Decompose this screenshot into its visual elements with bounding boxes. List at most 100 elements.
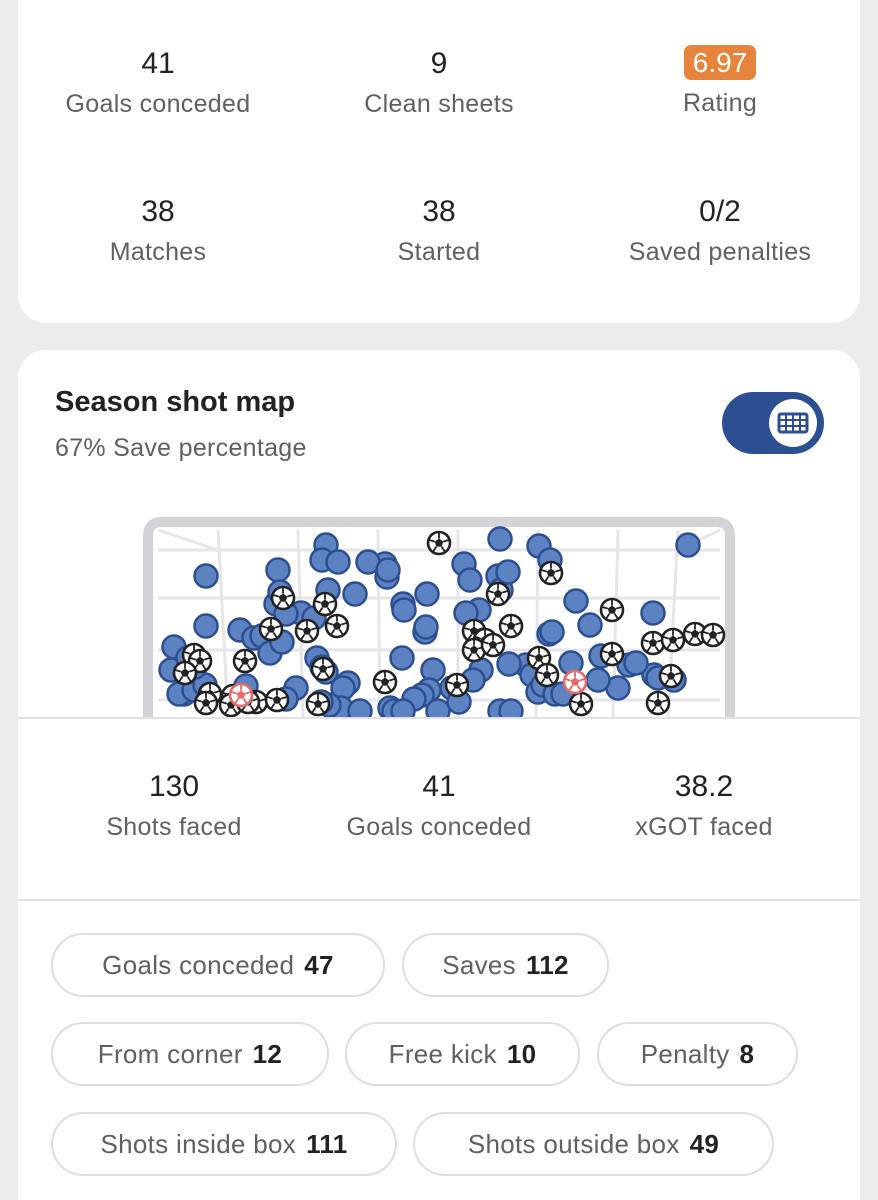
filter-count: 111 [306, 1129, 348, 1159]
save-marker [193, 613, 219, 639]
goal-conceded-marker [305, 691, 331, 717]
summary-xgot-faced: 38.2 xGOT faced [564, 772, 844, 842]
stat-started: 38 Started [299, 197, 579, 267]
save-marker [347, 698, 373, 718]
summary-label: Goals conceded [346, 813, 532, 841]
stat-matches: 38 Matches [18, 197, 298, 267]
filter-label: Goals conceded [102, 950, 295, 980]
goal-conceded-marker [658, 663, 684, 689]
summary-goals-conceded: 41 Goals conceded [299, 772, 579, 842]
save-marker [495, 559, 521, 585]
stat-value: 41 [141, 47, 175, 80]
goal-conceded-marker [270, 585, 296, 611]
save-marker [675, 532, 701, 558]
save-marker [375, 557, 401, 583]
section-title: Season shot map [55, 386, 296, 418]
save-marker [193, 563, 219, 589]
goal-conceded-marker [534, 662, 560, 688]
divider [18, 899, 860, 901]
stat-value: 38 [141, 195, 175, 228]
goal-conceded-marker [372, 669, 398, 695]
filter-saves[interactable]: Saves 112 [402, 933, 609, 997]
goal-conceded-marker [599, 597, 625, 623]
stat-clean-sheets: 9 Clean sheets [299, 49, 579, 119]
goal-shot-map [143, 517, 735, 718]
save-marker [640, 600, 666, 626]
season-stats-card: 41 Goals conceded 9 Clean sheets 6.97 Ra… [18, 0, 860, 323]
filter-count: 47 [304, 950, 334, 980]
stat-label: Rating [682, 89, 758, 117]
divider [18, 717, 860, 719]
summary-shots-faced: 130 Shots faced [34, 772, 314, 842]
save-percentage: 67% Save percentage [55, 434, 307, 462]
goal-conceded-marker [444, 672, 470, 698]
filter-count: 12 [252, 1039, 283, 1069]
stat-label: Started [397, 238, 481, 266]
filter-label: Penalty [640, 1039, 730, 1069]
penalty-marker [562, 669, 588, 695]
save-marker [414, 581, 440, 607]
summary-value: 130 [148, 770, 200, 803]
filter-label: Shots inside box [100, 1129, 297, 1159]
save-marker [577, 612, 603, 638]
filter-free-kick[interactable]: Free kick 10 [345, 1022, 580, 1086]
goal-conceded-marker [258, 616, 284, 642]
stat-value: 38 [422, 195, 456, 228]
rating-badge: 6.97 [683, 45, 757, 80]
summary-label: Shots faced [106, 813, 242, 841]
goal-conceded-marker [324, 613, 350, 639]
filter-shots-outside-box[interactable]: Shots outside box 49 [413, 1112, 774, 1176]
stat-label: Clean sheets [364, 90, 514, 118]
filter-goals-conceded[interactable]: Goals conceded 47 [51, 933, 385, 997]
goal-conceded-marker [498, 613, 524, 639]
save-marker [391, 597, 417, 623]
goal-conceded-marker [660, 627, 686, 653]
save-marker [457, 567, 483, 593]
save-marker [390, 698, 416, 718]
summary-label: xGOT faced [635, 813, 773, 841]
filter-count: 10 [506, 1039, 537, 1069]
goal-conceded-marker [599, 641, 625, 667]
save-marker [585, 667, 611, 693]
goal-conceded-marker [294, 618, 320, 644]
save-marker [265, 557, 291, 583]
goal-conceded-marker [538, 560, 564, 586]
save-marker [325, 549, 351, 575]
save-marker [563, 588, 589, 614]
penalty-marker [228, 682, 254, 708]
filter-label: Shots outside box [467, 1129, 680, 1159]
goal-conceded-marker [480, 632, 506, 658]
filter-count: 8 [739, 1039, 755, 1069]
goal-conceded-marker [485, 581, 511, 607]
save-marker [539, 619, 565, 645]
filter-label: Saves [442, 950, 516, 980]
goal-conceded-marker [172, 660, 198, 686]
summary-value: 38.2 [674, 770, 734, 803]
goal-conceded-marker [640, 630, 666, 656]
stat-value: 0/2 [699, 195, 741, 228]
filter-count: 49 [689, 1129, 720, 1159]
goal-conceded-marker [645, 690, 671, 716]
shot-map-card: Season shot map 67% Save percentage [18, 350, 860, 1200]
save-marker [413, 614, 439, 640]
stat-saved-penalties: 0/2 Saved penalties [580, 197, 860, 267]
goal-conceded-marker [700, 622, 726, 648]
filter-label: From corner [97, 1039, 243, 1069]
filter-from-corner[interactable]: From corner 12 [51, 1022, 329, 1086]
stat-rating: 6.97 Rating [580, 45, 860, 118]
filter-penalty[interactable]: Penalty 8 [597, 1022, 798, 1086]
save-marker [623, 650, 649, 676]
goal-conceded-marker [310, 656, 336, 682]
save-marker [496, 651, 522, 677]
goal-conceded-marker [312, 591, 338, 617]
save-marker [425, 698, 451, 718]
goal-conceded-marker [426, 530, 452, 556]
goal-conceded-marker [264, 687, 290, 713]
goal-conceded-marker [193, 690, 219, 716]
filter-count: 112 [525, 950, 569, 980]
filter-shots-inside-box[interactable]: Shots inside box 111 [51, 1112, 397, 1176]
stat-label: Goals conceded [65, 90, 251, 118]
view-toggle[interactable] [722, 392, 824, 454]
save-marker [498, 698, 524, 718]
goal-conceded-marker [232, 648, 258, 674]
